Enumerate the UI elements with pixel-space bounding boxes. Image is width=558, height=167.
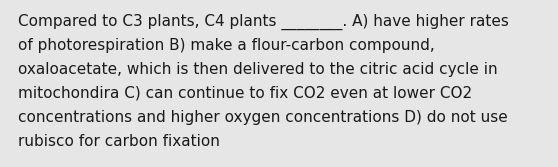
Text: rubisco for carbon fixation: rubisco for carbon fixation: [18, 134, 220, 149]
Text: Compared to C3 plants, C4 plants ________. A) have higher rates: Compared to C3 plants, C4 plants _______…: [18, 14, 509, 30]
Text: of photorespiration B) make a flour-carbon compound,: of photorespiration B) make a flour-carb…: [18, 38, 435, 53]
Text: oxaloacetate, which is then delivered to the citric acid cycle in: oxaloacetate, which is then delivered to…: [18, 62, 498, 77]
Text: concentrations and higher oxygen concentrations D) do not use: concentrations and higher oxygen concent…: [18, 110, 508, 125]
Text: mitochondira C) can continue to fix CO2 even at lower CO2: mitochondira C) can continue to fix CO2 …: [18, 86, 472, 101]
